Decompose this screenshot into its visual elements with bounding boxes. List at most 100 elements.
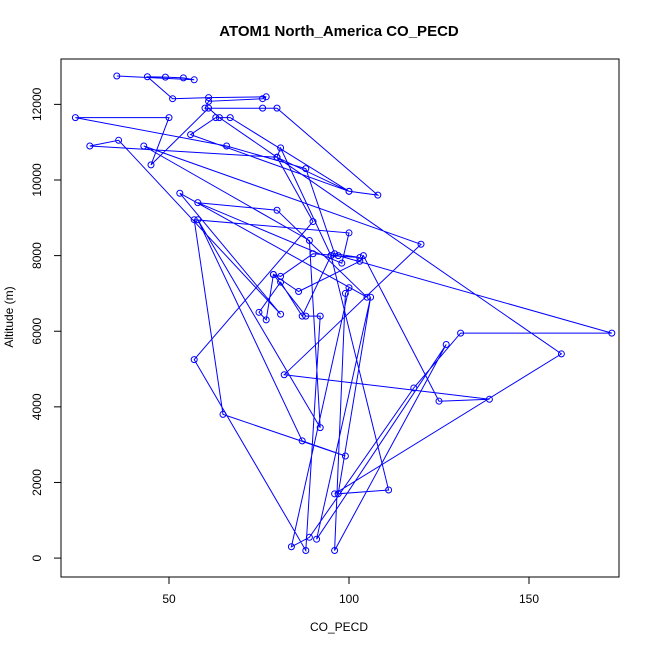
plot-frame bbox=[60, 58, 620, 578]
data-point bbox=[309, 250, 317, 258]
data-point bbox=[287, 543, 295, 551]
data-point bbox=[273, 206, 281, 214]
data-point bbox=[205, 97, 213, 105]
data-point bbox=[187, 131, 195, 139]
y-tick-label: 8000 bbox=[30, 242, 44, 269]
data-point bbox=[485, 395, 493, 403]
data-point bbox=[219, 410, 227, 418]
x-tick-label: 50 bbox=[162, 592, 176, 606]
data-point bbox=[417, 240, 425, 248]
data-point bbox=[277, 310, 285, 318]
data-point bbox=[331, 250, 339, 258]
data-point bbox=[302, 547, 310, 555]
data-point bbox=[273, 104, 281, 112]
data-point bbox=[215, 114, 223, 122]
data-point bbox=[86, 142, 94, 150]
data-point bbox=[341, 289, 349, 297]
data-point bbox=[374, 191, 382, 199]
data-point bbox=[255, 308, 263, 316]
data-point bbox=[262, 316, 270, 324]
y-axis-label: Altitude (m) bbox=[2, 286, 16, 347]
data-point bbox=[327, 252, 335, 260]
data-point bbox=[277, 144, 285, 152]
data-point bbox=[179, 74, 187, 82]
data-point bbox=[194, 216, 202, 224]
data-point bbox=[334, 252, 342, 260]
data-point bbox=[165, 114, 173, 122]
data-point bbox=[302, 312, 310, 320]
data-point bbox=[305, 533, 313, 541]
data-point bbox=[295, 288, 303, 296]
data-point bbox=[305, 236, 313, 244]
data-point bbox=[359, 252, 367, 260]
data-point bbox=[169, 95, 177, 103]
data-point bbox=[71, 114, 79, 122]
data-point bbox=[363, 293, 371, 301]
data-point bbox=[194, 199, 202, 207]
x-axis-label: CO_PECD bbox=[310, 620, 368, 634]
data-point bbox=[277, 278, 285, 286]
data-point bbox=[345, 229, 353, 237]
data-point bbox=[298, 312, 306, 320]
data-point bbox=[190, 76, 198, 84]
data-point bbox=[176, 189, 184, 197]
data-point bbox=[205, 94, 213, 102]
data-point bbox=[385, 486, 393, 494]
data-point bbox=[259, 104, 267, 112]
data-point bbox=[223, 142, 231, 150]
data-point bbox=[435, 397, 443, 405]
data-point bbox=[313, 535, 321, 543]
series-line bbox=[75, 75, 612, 553]
data-point bbox=[608, 329, 616, 337]
data-point bbox=[190, 216, 198, 224]
data-point bbox=[262, 93, 270, 101]
data-point bbox=[457, 329, 465, 337]
data-point bbox=[309, 218, 317, 226]
data-point bbox=[334, 490, 342, 498]
y-tick-label: 0 bbox=[30, 554, 44, 561]
x-axis: 50 100 150 bbox=[162, 576, 539, 606]
data-point bbox=[190, 356, 198, 364]
data-point bbox=[269, 271, 277, 279]
data-point bbox=[226, 114, 234, 122]
series-layer bbox=[71, 72, 616, 555]
data-point bbox=[161, 73, 169, 81]
data-point bbox=[298, 437, 306, 445]
data-point bbox=[338, 259, 346, 267]
data-point bbox=[316, 424, 324, 432]
data-point bbox=[205, 104, 213, 112]
data-point bbox=[410, 384, 418, 392]
y-tick-label: 6000 bbox=[30, 318, 44, 345]
data-point bbox=[147, 161, 155, 169]
data-point bbox=[331, 547, 339, 555]
data-point bbox=[341, 452, 349, 460]
data-point bbox=[345, 284, 353, 292]
x-tick-label: 100 bbox=[339, 592, 359, 606]
data-point bbox=[259, 95, 267, 103]
data-point bbox=[113, 72, 121, 80]
data-point bbox=[356, 257, 364, 265]
data-point bbox=[201, 104, 209, 112]
data-point bbox=[442, 340, 450, 348]
chart-title: ATOM1 North_America CO_PECD bbox=[219, 23, 459, 40]
data-point bbox=[331, 490, 339, 498]
data-point bbox=[140, 142, 148, 150]
x-tick-label: 150 bbox=[519, 592, 539, 606]
data-point bbox=[280, 371, 288, 379]
data-point bbox=[367, 293, 375, 301]
y-tick-label: 4000 bbox=[30, 393, 44, 420]
data-point bbox=[273, 153, 281, 161]
data-point bbox=[557, 350, 565, 358]
data-point bbox=[345, 187, 353, 195]
data-point bbox=[143, 73, 151, 81]
data-point bbox=[302, 165, 310, 173]
y-tick-label: 12000 bbox=[30, 87, 44, 121]
data-point bbox=[356, 254, 364, 262]
y-tick-label: 10000 bbox=[30, 163, 44, 197]
y-axis: 0 2000 4000 6000 8000 10000 12000 bbox=[30, 87, 62, 561]
y-tick-label: 2000 bbox=[30, 469, 44, 496]
data-point bbox=[316, 312, 324, 320]
data-point bbox=[212, 114, 220, 122]
data-point bbox=[115, 136, 123, 144]
